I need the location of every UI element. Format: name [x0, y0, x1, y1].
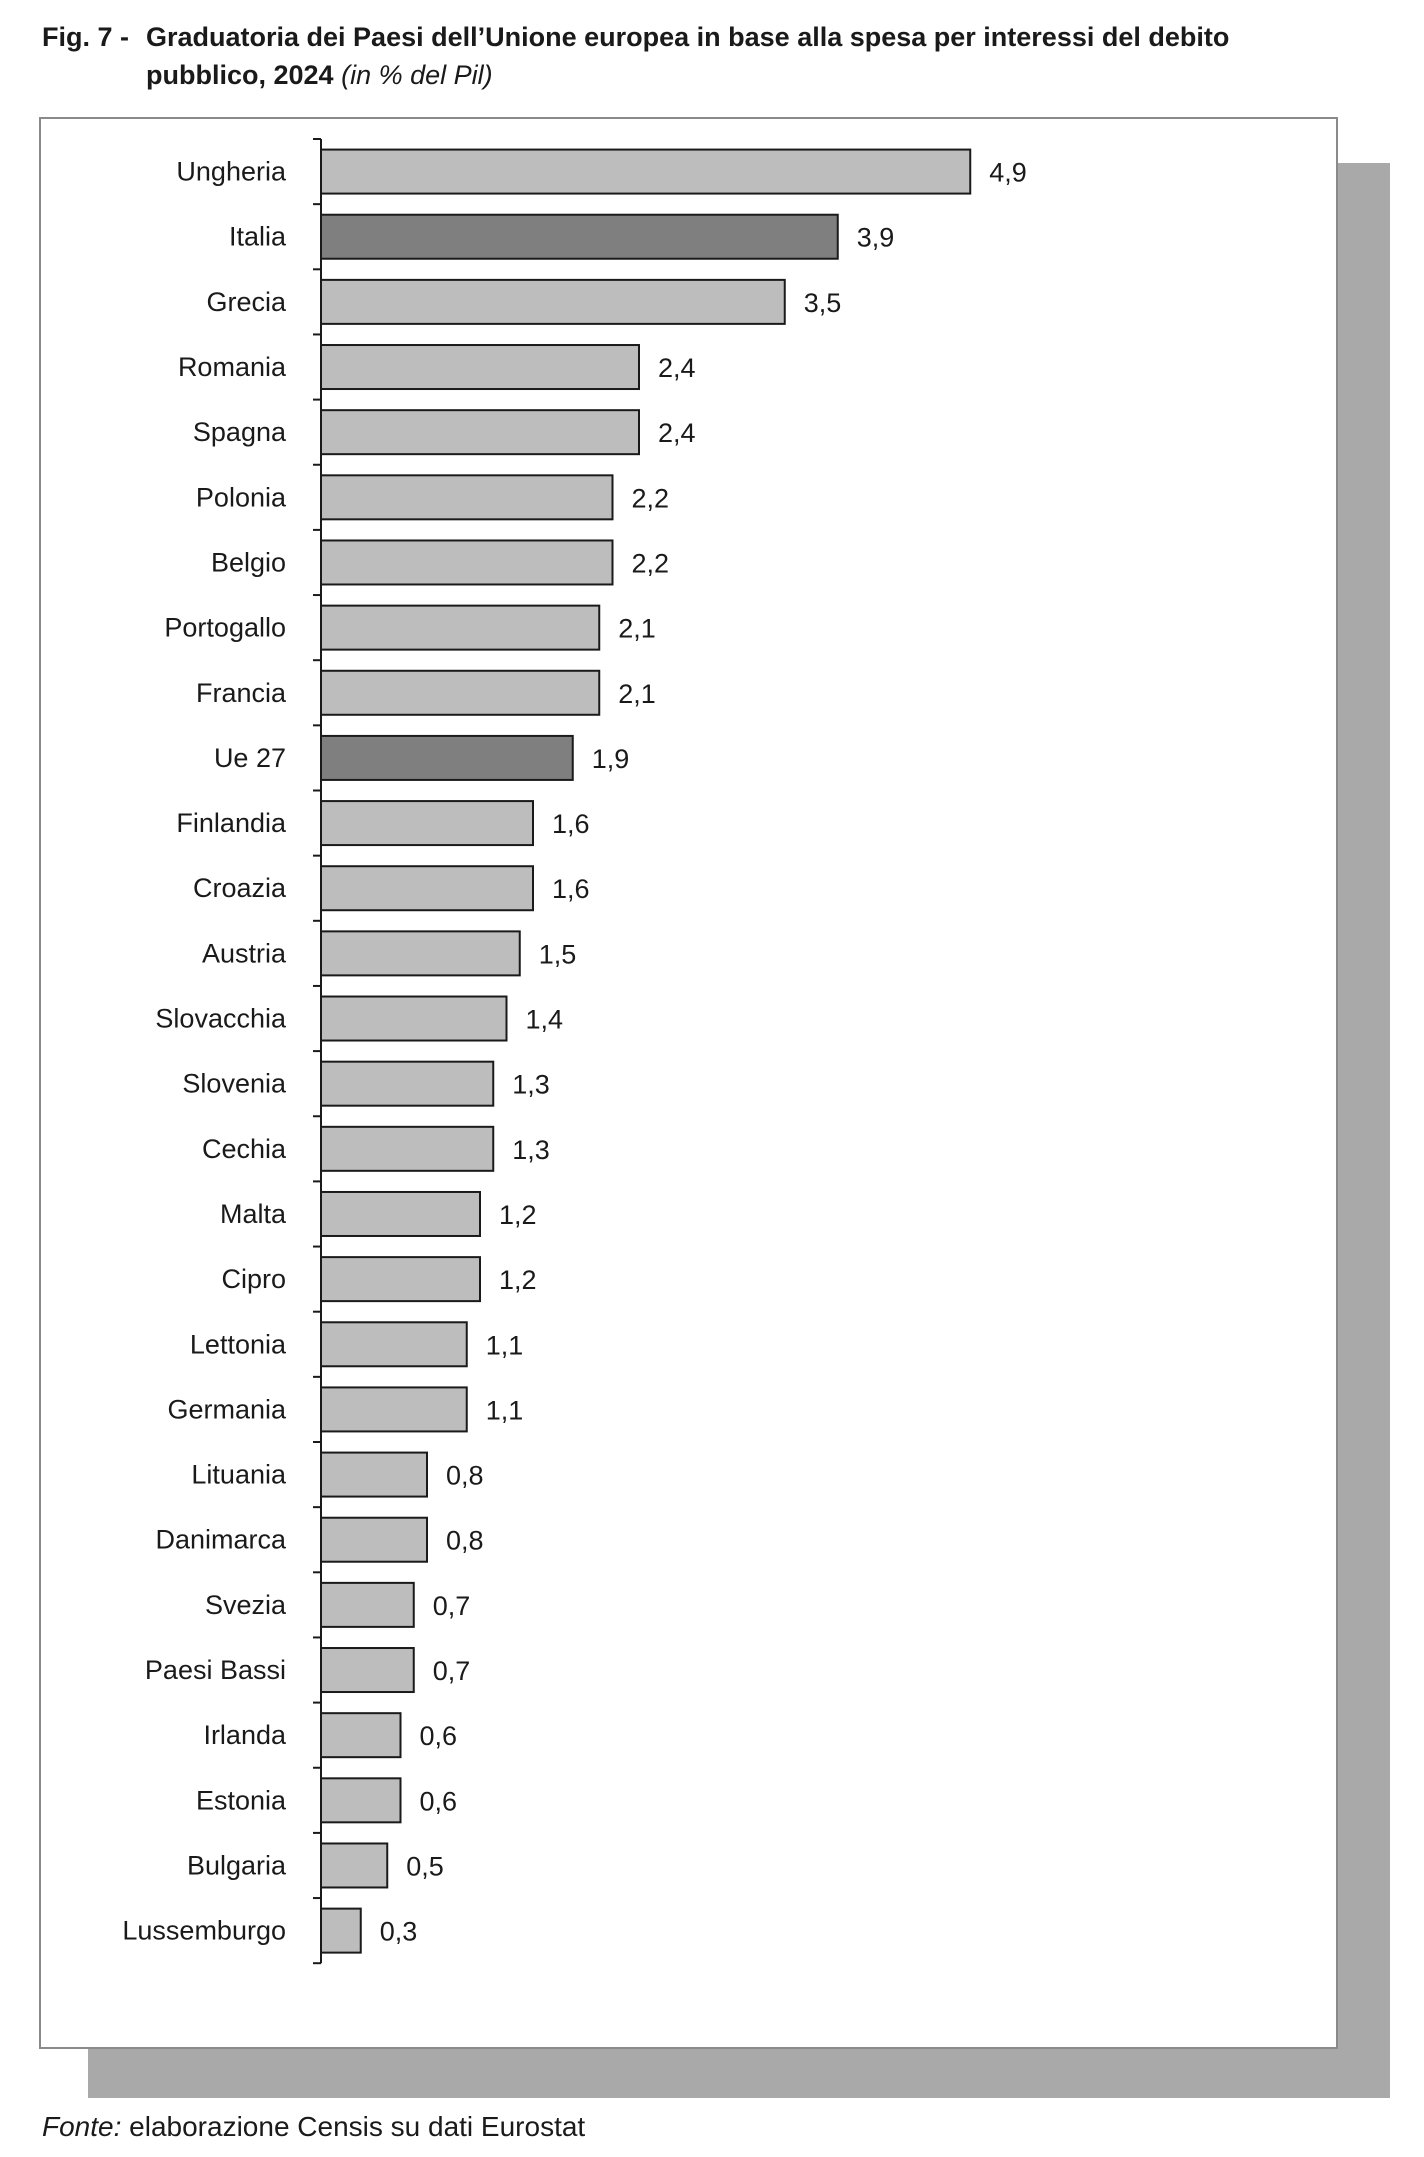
bar-belgio: [320, 539, 614, 586]
category-label: Cipro: [221, 1264, 286, 1294]
value-label: 0,6: [420, 1786, 458, 1816]
figure-title-continuation: pubblico, 2024: [146, 60, 334, 90]
value-label: 0,7: [433, 1591, 471, 1621]
bar-romania: [320, 344, 640, 391]
bar-francia: [320, 669, 601, 716]
category-label: Bulgaria: [187, 1850, 287, 1880]
bar-paesi-bassi: [320, 1647, 415, 1694]
category-label: Danimarca: [155, 1525, 287, 1555]
figure-title: Fig. 7 - Graduatoria dei Paesi dell’Union…: [42, 18, 1392, 94]
value-label: 2,1: [618, 679, 656, 709]
value-label: 2,1: [618, 614, 656, 644]
category-label: Romania: [178, 352, 287, 382]
value-label: 2,4: [658, 418, 696, 448]
bar-cipro: [320, 1256, 481, 1303]
source-label: Fonte:: [42, 2111, 122, 2142]
category-label: Irlanda: [203, 1720, 287, 1750]
value-label: 1,3: [512, 1135, 550, 1165]
value-label: 0,3: [380, 1917, 418, 1947]
category-label: Grecia: [206, 287, 287, 317]
chart-panel: Ungheria 4,9 Italia 3,9 Grecia 3,5 Romania 2,4 S…: [39, 117, 1338, 2049]
bar-croazia: [320, 865, 534, 912]
source-note: Fonte: elaborazione Censis su dati Euros…: [42, 2110, 585, 2144]
bar-grecia: [320, 278, 786, 325]
value-label: 4,9: [989, 158, 1027, 188]
value-label: 2,2: [632, 483, 670, 513]
value-label: 2,4: [658, 353, 696, 383]
value-label: 1,6: [552, 874, 590, 904]
category-label: Paesi Bassi: [145, 1655, 286, 1685]
category-label: Germania: [167, 1394, 287, 1424]
bar-germania: [320, 1386, 468, 1433]
category-label: Austria: [202, 938, 287, 968]
value-label: 1,9: [592, 744, 630, 774]
bar-ue-27: [320, 734, 574, 781]
value-label: 1,2: [499, 1200, 537, 1230]
value-label: 1,2: [499, 1265, 537, 1295]
value-label: 3,9: [857, 223, 895, 253]
category-label: Belgio: [211, 547, 286, 577]
category-label: Slovenia: [182, 1069, 287, 1099]
category-label: Francia: [196, 678, 287, 708]
bar-spagna: [320, 409, 640, 456]
category-label: Slovacchia: [155, 1004, 287, 1034]
bar-irlanda: [320, 1712, 402, 1759]
category-label: Lituania: [191, 1460, 287, 1490]
value-label: 1,3: [512, 1070, 550, 1100]
source-text: elaborazione Censis su dati Eurostat: [129, 2111, 586, 2142]
bar-estonia: [320, 1777, 402, 1824]
category-label: Finlandia: [176, 808, 287, 838]
value-label: 0,6: [420, 1721, 458, 1751]
category-label: Lussemburgo: [122, 1916, 286, 1946]
value-label: 0,8: [446, 1526, 484, 1556]
bar-slovenia: [320, 1060, 495, 1107]
bar-bulgaria: [320, 1842, 389, 1889]
category-label: Lettonia: [190, 1329, 287, 1359]
value-label: 0,8: [446, 1461, 484, 1491]
bar-cechia: [320, 1125, 495, 1172]
value-label: 1,1: [486, 1330, 524, 1360]
category-label: Ungheria: [176, 157, 287, 187]
category-label: Italia: [229, 222, 287, 252]
bar-ungheria: [320, 148, 972, 195]
category-label: Ue 27: [214, 743, 286, 773]
category-label: Estonia: [196, 1785, 287, 1815]
category-label: Portogallo: [164, 613, 286, 643]
bar-lituania: [320, 1451, 428, 1498]
value-label: 1,5: [539, 939, 577, 969]
bar-finlandia: [320, 800, 534, 847]
bar-austria: [320, 930, 521, 977]
figure-unit: (in % del Pil): [341, 60, 493, 90]
bar-chart: Ungheria 4,9 Italia 3,9 Grecia 3,5 Romania 2,4 S…: [122, 138, 1027, 1965]
category-label: Malta: [220, 1199, 287, 1229]
bar-polonia: [320, 474, 614, 521]
bar-portogallo: [320, 604, 601, 651]
value-label: 1,1: [486, 1395, 524, 1425]
bar-lettonia: [320, 1321, 468, 1368]
value-label: 0,7: [433, 1656, 471, 1686]
value-label: 1,4: [526, 1005, 564, 1035]
category-label: Svezia: [205, 1590, 287, 1620]
value-label: 2,2: [632, 548, 670, 578]
figure-title-text: Graduatoria dei Paesi dell’Unione europe…: [146, 22, 1230, 52]
figure-title-line-1: Fig. 7 - Graduatoria dei Paesi dell’Union…: [42, 18, 1392, 56]
value-label: 3,5: [804, 288, 842, 318]
category-label: Croazia: [193, 873, 287, 903]
value-label: 1,6: [552, 809, 590, 839]
bar-lussemburgo: [320, 1907, 362, 1954]
category-label: Polonia: [196, 482, 287, 512]
figure-title-line-2: pubblico, 2024 (in % del Pil): [42, 56, 1392, 94]
category-label: Cechia: [202, 1134, 287, 1164]
bar-malta: [320, 1190, 481, 1237]
category-label: Spagna: [193, 417, 287, 447]
figure-number: Fig. 7 -: [42, 22, 129, 52]
bar-slovacchia: [320, 995, 508, 1042]
bar-danimarca: [320, 1516, 428, 1563]
bar-svezia: [320, 1581, 415, 1628]
bar-italia: [320, 213, 839, 260]
value-label: 0,5: [406, 1851, 444, 1881]
